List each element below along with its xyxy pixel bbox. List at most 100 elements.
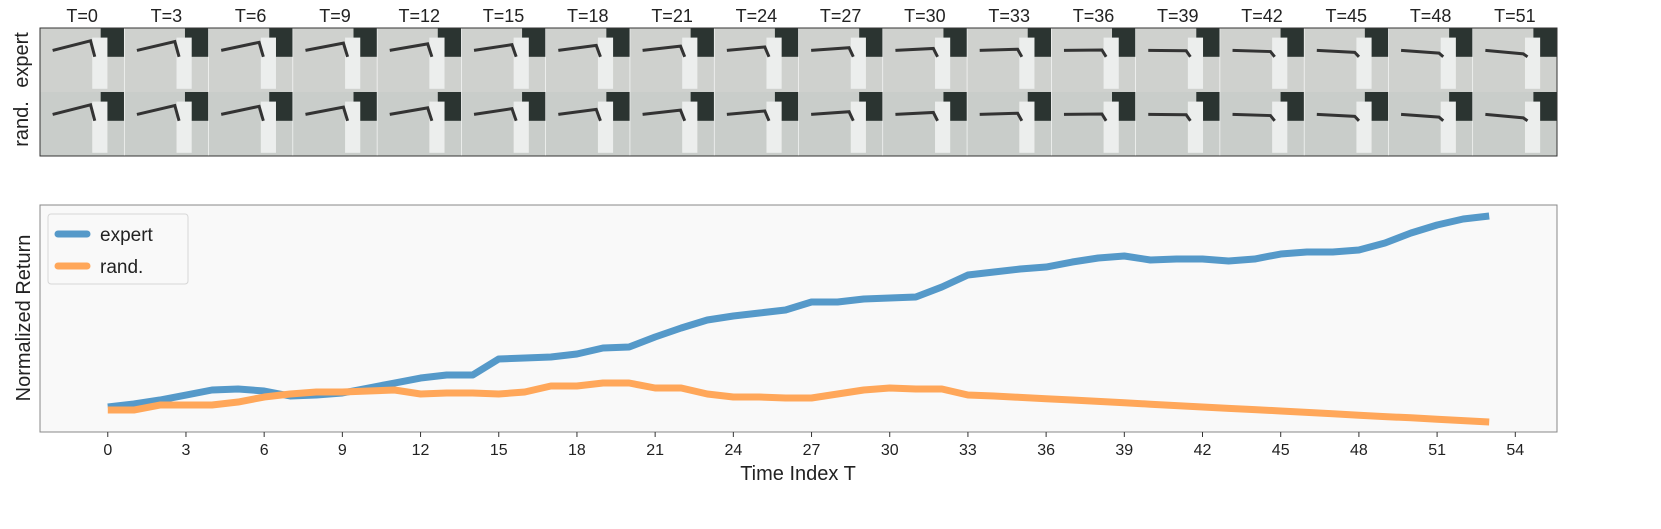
frame-label: T=21 [651, 6, 693, 26]
row-label: rand. [11, 101, 33, 147]
frame-label: T=15 [483, 6, 525, 26]
frame-label: T=0 [66, 6, 98, 26]
x-ticks: 0 3 6 9 12 15 18 21 24 27 30 33 36 39 42 45 48 51 54 [103, 432, 1524, 459]
x-tick-label: 33 [959, 442, 977, 459]
x-tick-label: 3 [182, 442, 191, 459]
gripper-shape [220, 104, 265, 122]
gripper-shape [1232, 48, 1276, 58]
robot-arm-shape [176, 37, 192, 89]
robot-arm-shape [935, 37, 951, 89]
gripper-shape [979, 111, 1024, 122]
robot-arm-shape [1272, 101, 1288, 153]
robot-arm-shape [1524, 37, 1541, 89]
gripper-shape [389, 106, 434, 122]
gripper-shape [642, 108, 687, 122]
robot-arm-shape [597, 37, 614, 89]
x-tick-label: 15 [490, 442, 508, 459]
gripper-shape [1400, 48, 1445, 58]
legend: expert rand. [47, 213, 189, 285]
gripper-shape [726, 109, 771, 122]
x-tick-label: 30 [881, 442, 899, 459]
x-tick-label: 54 [1506, 442, 1524, 459]
robot-arm-shape [92, 37, 108, 89]
x-axis-label: Time Index T [740, 463, 856, 485]
gripper-shape [136, 103, 181, 122]
x-tick-label: 18 [568, 442, 586, 459]
gripper-shape [473, 42, 518, 58]
robot-arm-shape [1524, 101, 1541, 153]
robot-arm-shape [1356, 37, 1372, 89]
gripper-shape [1485, 112, 1529, 123]
robot-arm-shape [92, 101, 108, 153]
x-tick-label: 51 [1428, 442, 1446, 459]
series-lines [107, 212, 1490, 426]
x-tick-label: 21 [646, 442, 664, 459]
gripper-shape [1316, 112, 1361, 122]
gripper-shape [52, 38, 97, 58]
gripper-shape [1063, 112, 1108, 122]
robot-arm-shape [766, 37, 782, 89]
gripper-shape [1063, 48, 1108, 58]
frame-label: T=18 [567, 6, 609, 26]
gripper-shape [52, 102, 97, 122]
robot-arm-shape [682, 101, 698, 153]
robot-arm-shape [260, 37, 276, 89]
robot-arm-shape [935, 101, 951, 153]
x-tick-label: 6 [260, 442, 269, 459]
robot-arm-shape [1440, 37, 1456, 89]
gripper-shape [305, 105, 350, 122]
robot-arm-shape [429, 101, 445, 153]
frame-label: T=30 [904, 6, 946, 26]
gripper-shape [136, 39, 181, 58]
gripper-shape [642, 44, 687, 58]
robot-arm-shape [850, 37, 866, 89]
gripper-shape [895, 110, 939, 122]
legend-label-expert: expert [100, 225, 154, 246]
gripper-shape [811, 46, 855, 58]
gripper-shape [389, 42, 434, 58]
frame-label: T=39 [1157, 6, 1199, 26]
x-tick-label: 48 [1350, 442, 1368, 459]
x-tick-label: 42 [1194, 442, 1212, 459]
robot-arm-shape [176, 101, 192, 153]
frame-strip: T=0 T=3 T=6 T=9 T=12 T=15 T=18 T=21 T=24 T=27 T=30… [11, 6, 1558, 157]
x-tick-label: 45 [1272, 442, 1290, 459]
robot-arm-shape [597, 101, 614, 153]
gripper-shape [1148, 48, 1192, 58]
gripper-shape [558, 107, 602, 122]
gripper-shape [558, 43, 602, 58]
gripper-shape [895, 46, 939, 58]
gripper-shape [811, 110, 855, 122]
robot-arm-shape [850, 101, 866, 153]
frame-label: T=45 [1326, 6, 1368, 26]
robot-arm-shape [513, 37, 529, 89]
frame-label: T=27 [820, 6, 862, 26]
robot-arm-shape [345, 101, 361, 153]
gripper-shape [1316, 48, 1361, 58]
frame-label: T=42 [1241, 6, 1283, 26]
gripper-shape [1148, 112, 1192, 122]
robot-arm-shape [260, 101, 276, 153]
x-tick-label: 9 [338, 442, 347, 459]
frame-label: T=36 [1073, 6, 1115, 26]
robot-arm-shape [1019, 37, 1035, 89]
x-tick-label: 39 [1115, 442, 1133, 459]
strip-border [39, 27, 1558, 157]
frame-label: T=9 [319, 6, 351, 26]
robot-arm-shape [1187, 37, 1204, 89]
y-axis-label: Normalized Return [13, 235, 35, 402]
robot-arm-shape [1272, 37, 1288, 89]
robot-arm-shape [1440, 101, 1456, 153]
gripper-shape [1485, 48, 1529, 59]
frame-label: T=51 [1494, 6, 1536, 26]
frame-label: T=3 [151, 6, 183, 26]
robot-arm-shape [766, 101, 782, 153]
robot-arm-shape [1103, 101, 1119, 153]
frame-label: T=12 [398, 6, 440, 26]
gripper-shape [1400, 112, 1445, 122]
robot-arm-shape [513, 101, 529, 153]
robot-arm-shape [345, 37, 361, 89]
x-tick-label: 27 [803, 442, 821, 459]
gripper-shape [979, 47, 1024, 58]
